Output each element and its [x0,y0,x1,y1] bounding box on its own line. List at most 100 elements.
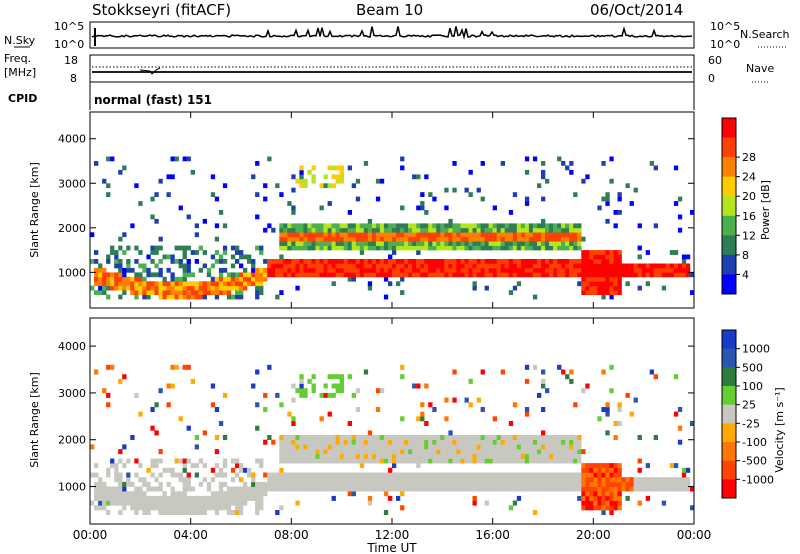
velocity-cell [279,458,284,464]
power-cell [589,250,594,255]
power-cell [549,259,554,264]
velocity-cell [420,481,425,487]
power-cell [573,227,578,233]
power-cell [367,236,373,242]
power-cell [363,245,369,251]
velocity-cell [512,444,518,450]
velocity-cell [589,467,594,473]
velocity-cell [158,481,163,487]
velocity-cell [637,500,642,506]
velocity-cell [456,477,461,483]
power-cell [259,285,264,291]
velocity-cell [585,467,590,473]
power-cell [327,259,332,264]
velocity-cell [561,444,566,450]
velocity-cell [565,435,570,440]
velocity-cell [355,486,361,492]
velocity-cell [291,439,296,445]
velocity-cell [287,486,292,492]
velocity-cell [500,477,505,483]
power-cell [516,245,522,251]
power-cell [287,259,292,264]
power-cell [436,223,441,229]
power-cell [685,263,691,269]
velocity-cell [541,444,546,450]
velocity-cell [186,510,191,515]
velocity-cell [311,472,316,478]
power-cell [428,227,433,233]
velocity-cell [452,397,457,403]
power-cell [581,236,586,242]
power-cell [585,276,590,282]
power-cell [444,187,449,193]
power-cell [396,272,401,278]
velocity-cell [230,510,236,515]
power-cell [605,276,610,282]
velocity-cell [577,481,582,487]
power-cell [178,205,183,211]
power-cell [464,232,469,238]
power-cell [420,223,425,229]
power-cell [452,236,457,242]
power-cell [383,272,389,278]
velocity-cell [432,435,437,440]
x-tick-label: 00:00 [73,528,108,542]
power-cell [456,227,461,233]
velocity-cell [677,425,683,431]
velocity-cell [649,477,654,483]
velocity-cell [468,439,473,445]
power-cell [134,259,139,264]
velocity-cell [488,435,493,440]
power-cell [613,281,618,287]
power-cell [194,285,199,291]
velocity-cell [287,439,292,445]
velocity-cell [339,388,344,394]
power-cell [347,241,352,246]
power-cell [585,272,590,278]
velocity-cell [194,435,199,440]
power-cell [251,174,256,180]
power-cell [331,272,336,278]
power-cell [347,210,352,215]
power-cell [283,272,288,278]
power-cell [230,272,236,278]
power-cell [388,232,393,238]
power-cell [327,263,332,269]
velocity-cell [524,364,530,370]
velocity-cell [299,449,304,455]
velocity-cell [484,444,489,450]
velocity-cell [371,439,377,445]
velocity-cell [363,472,369,478]
velocity-cell [255,500,260,506]
velocity-cell [347,477,352,483]
power-cell [424,232,429,238]
power-cell [255,281,260,287]
velocity-cell [504,439,509,445]
power-cell [178,276,183,282]
velocity-cell [102,388,107,394]
power-cell [239,290,244,295]
power-cell [359,267,365,273]
power-cell [279,227,284,233]
power-cell [460,241,465,246]
power-cell [110,272,115,278]
velocity-cell [508,449,514,455]
velocity-cell [323,444,328,450]
power-cell [90,285,95,291]
power-cell [528,272,534,278]
velocity-cell [315,453,320,459]
power-cell [154,281,159,287]
velocity-cell [142,491,147,497]
velocity-cell [432,407,437,412]
velocity-cell [456,472,461,478]
velocity-cell [226,500,232,506]
power-cell [122,285,127,291]
power-cell [190,281,195,287]
power-cell [488,241,493,246]
velocity-cell [609,510,614,515]
colorbar-swatch [722,386,736,406]
power-cell [468,192,473,197]
x-tick-label: 08:00 [274,528,309,542]
power-cell [359,245,365,251]
